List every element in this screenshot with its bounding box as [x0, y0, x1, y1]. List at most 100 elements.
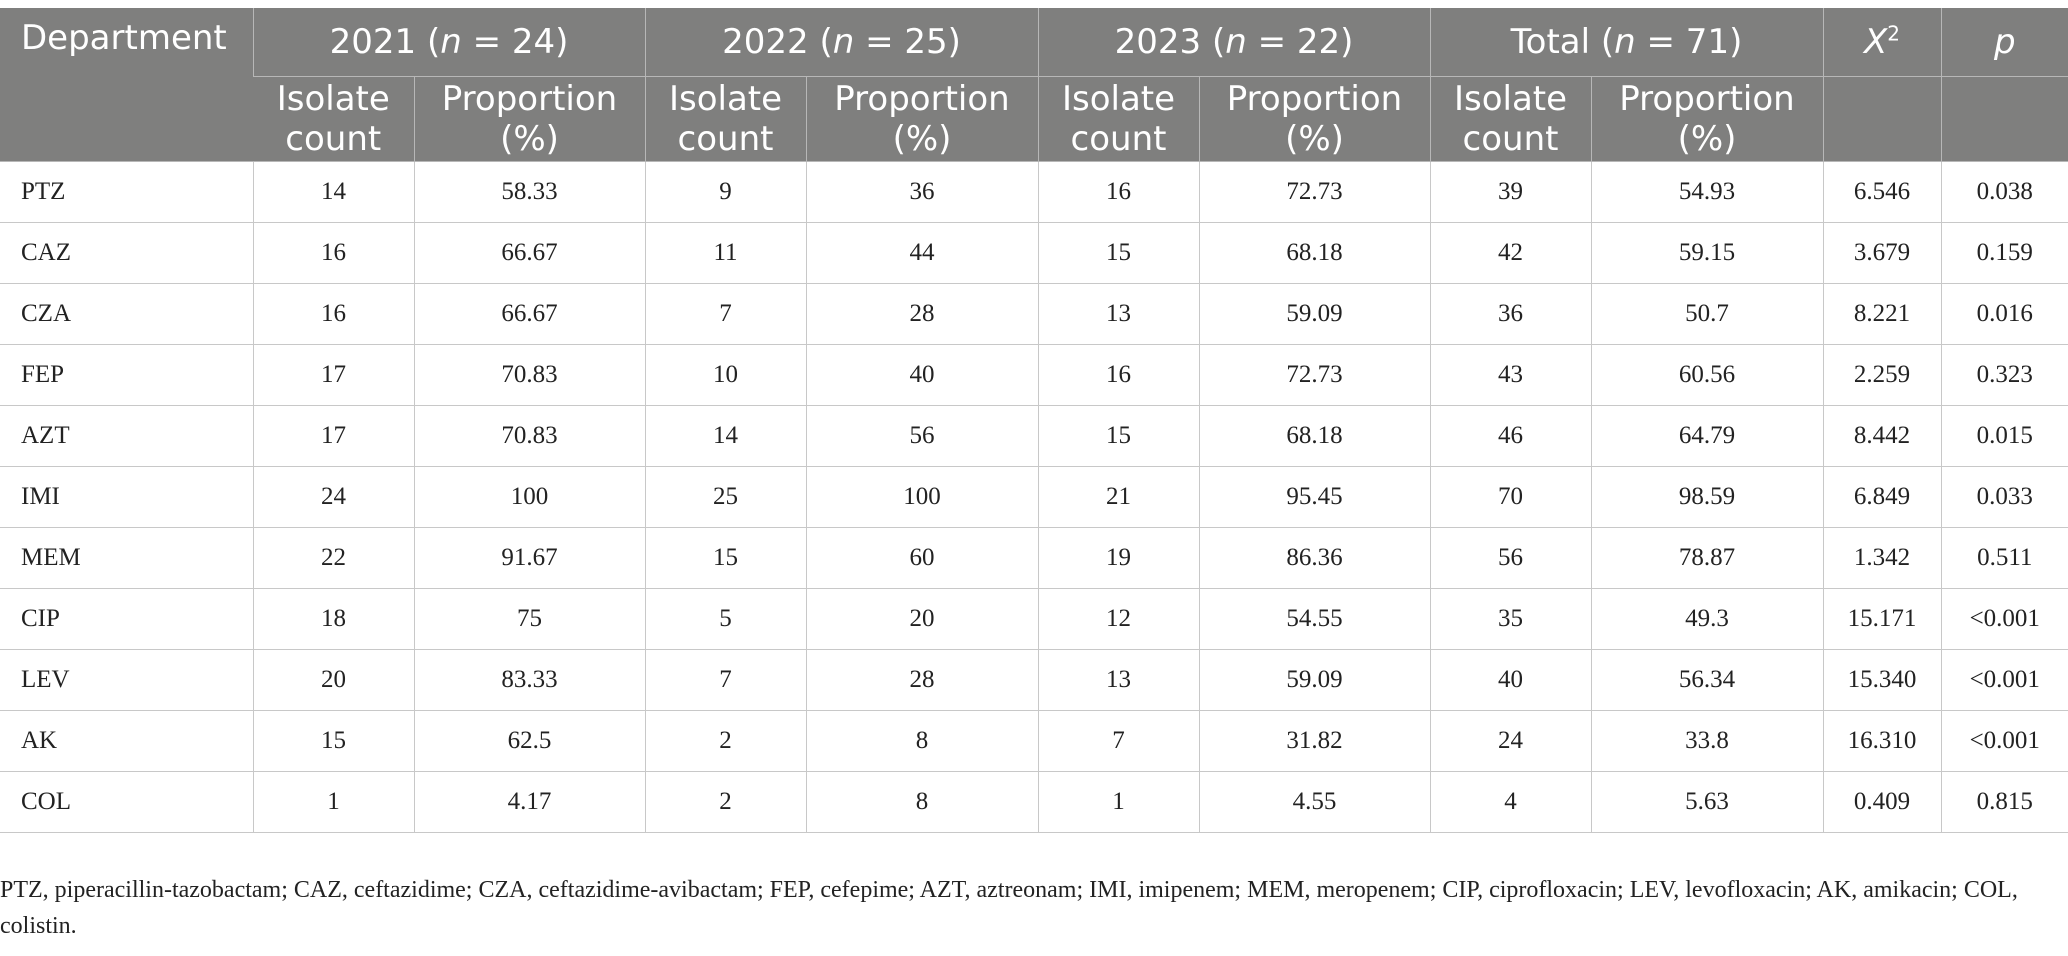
- cell-count-2023: 7: [1037, 710, 1200, 772]
- subheader-isolate-count: Isolate count: [644, 76, 806, 162]
- table-row: IMI 24 100 25 100 21 95.45 70 98.59 6.849 0.033: [0, 466, 2068, 528]
- cell-proportion-2022: 100: [805, 466, 1039, 528]
- header-chi-square: X2: [1822, 8, 1941, 77]
- cell-count-total: 4: [1429, 771, 1592, 833]
- cell-proportion-2021: 70.83: [413, 344, 646, 406]
- cell-proportion-total: 5.63: [1590, 771, 1824, 833]
- cell-proportion-2022: 8: [805, 710, 1039, 772]
- cell-p-value: 0.038: [1940, 161, 2068, 223]
- cell-count-2021: 17: [252, 344, 415, 406]
- cell-count-2023: 16: [1037, 161, 1200, 223]
- cell-proportion-2021: 66.67: [413, 283, 646, 345]
- cell-count-2023: 16: [1037, 344, 1200, 406]
- cell-chi-square: 8.442: [1822, 405, 1942, 467]
- table-row: AZT 17 70.83 14 56 15 68.18 46 64.79 8.442 0.015: [0, 405, 2068, 467]
- table-row: LEV 20 83.33 7 28 13 59.09 40 56.34 15.340 <0.001: [0, 649, 2068, 711]
- subheader-chi-blank: [1822, 76, 1941, 162]
- cell-proportion-2023: 72.73: [1198, 161, 1431, 223]
- cell-chi-square: 15.340: [1822, 649, 1942, 711]
- cell-chi-square: 2.259: [1822, 344, 1942, 406]
- cell-proportion-2023: 68.18: [1198, 222, 1431, 284]
- cell-drug: PTZ: [0, 161, 254, 223]
- table-body: PTZ 14 58.33 9 36 16 72.73 39 54.93 6.546 0.038 CAZ…: [0, 161, 2068, 833]
- cell-proportion-2022: 8: [805, 771, 1039, 833]
- table-row: CIP 18 75 5 20 12 54.55 35 49.3 15.171 <0.001: [0, 588, 2068, 650]
- cell-proportion-2022: 44: [805, 222, 1039, 284]
- cell-count-total: 39: [1429, 161, 1592, 223]
- table-row: COL 1 4.17 2 8 1 4.55 4 5.63 0.409 0.815: [0, 771, 2068, 833]
- cell-p-value: 0.015: [1940, 405, 2068, 467]
- cell-proportion-2022: 28: [805, 649, 1039, 711]
- subheader-proportion: Proportion (%): [805, 76, 1038, 162]
- cell-proportion-2021: 62.5: [413, 710, 646, 772]
- subheader-proportion: Proportion (%): [413, 76, 645, 162]
- cell-proportion-2023: 54.55: [1198, 588, 1431, 650]
- cell-count-2023: 12: [1037, 588, 1200, 650]
- cell-count-2022: 7: [644, 649, 807, 711]
- subheader-isolate-count: Isolate count: [1429, 76, 1591, 162]
- cell-proportion-total: 49.3: [1590, 588, 1824, 650]
- cell-chi-square: 6.546: [1822, 161, 1942, 223]
- cell-chi-square: 6.849: [1822, 466, 1942, 528]
- cell-count-total: 43: [1429, 344, 1592, 406]
- cell-count-2022: 11: [644, 222, 807, 284]
- cell-count-total: 35: [1429, 588, 1592, 650]
- cell-proportion-2023: 68.18: [1198, 405, 1431, 467]
- cell-proportion-2022: 56: [805, 405, 1039, 467]
- cell-count-2022: 5: [644, 588, 807, 650]
- cell-count-total: 24: [1429, 710, 1592, 772]
- cell-chi-square: 15.171: [1822, 588, 1942, 650]
- table-row: PTZ 14 58.33 9 36 16 72.73 39 54.93 6.546 0.038: [0, 161, 2068, 223]
- cell-count-2023: 13: [1037, 283, 1200, 345]
- cell-proportion-2023: 4.55: [1198, 771, 1431, 833]
- cell-count-2021: 14: [252, 161, 415, 223]
- cell-count-2022: 10: [644, 344, 807, 406]
- header-year-2022: 2022 (n = 25): [644, 8, 1038, 77]
- cell-count-2021: 22: [252, 527, 415, 589]
- cell-chi-square: 8.221: [1822, 283, 1942, 345]
- cell-drug: CAZ: [0, 222, 254, 284]
- cell-p-value: <0.001: [1940, 649, 2068, 711]
- cell-proportion-total: 59.15: [1590, 222, 1824, 284]
- table-footnote: PTZ, piperacillin-tazobactam; CAZ, cefta…: [0, 877, 2018, 939]
- header-year-2021: 2021 (n = 24): [252, 8, 645, 77]
- cell-p-value: 0.323: [1940, 344, 2068, 406]
- cell-drug: CZA: [0, 283, 254, 345]
- cell-count-2022: 7: [644, 283, 807, 345]
- cell-count-2023: 15: [1037, 222, 1200, 284]
- table-header: Department 2021 (n = 24) 2022 (n = 25) 2…: [0, 8, 2068, 162]
- cell-proportion-2022: 40: [805, 344, 1039, 406]
- cell-drug: LEV: [0, 649, 254, 711]
- cell-count-2023: 21: [1037, 466, 1200, 528]
- cell-count-2022: 2: [644, 771, 807, 833]
- cell-count-2023: 13: [1037, 649, 1200, 711]
- cell-proportion-2022: 20: [805, 588, 1039, 650]
- cell-count-2021: 15: [252, 710, 415, 772]
- cell-proportion-total: 56.34: [1590, 649, 1824, 711]
- cell-proportion-2023: 72.73: [1198, 344, 1431, 406]
- cell-proportion-2021: 66.67: [413, 222, 646, 284]
- cell-drug: IMI: [0, 466, 254, 528]
- cell-count-total: 42: [1429, 222, 1592, 284]
- subheader-isolate-count: Isolate count: [253, 76, 414, 162]
- cell-proportion-total: 98.59: [1590, 466, 1824, 528]
- cell-count-2021: 16: [252, 222, 415, 284]
- cell-chi-square: 1.342: [1822, 527, 1942, 589]
- cell-count-total: 40: [1429, 649, 1592, 711]
- cell-count-total: 56: [1429, 527, 1592, 589]
- cell-count-2021: 20: [252, 649, 415, 711]
- cell-p-value: 0.511: [1940, 527, 2068, 589]
- subheader-proportion: Proportion (%): [1590, 76, 1823, 162]
- cell-count-2021: 17: [252, 405, 415, 467]
- cell-p-value: 0.033: [1940, 466, 2068, 528]
- cell-proportion-2023: 86.36: [1198, 527, 1431, 589]
- cell-p-value: <0.001: [1940, 710, 2068, 772]
- cell-proportion-total: 54.93: [1590, 161, 1824, 223]
- cell-count-2022: 14: [644, 405, 807, 467]
- cell-count-2022: 15: [644, 527, 807, 589]
- cell-proportion-2023: 59.09: [1198, 283, 1431, 345]
- cell-proportion-total: 78.87: [1590, 527, 1824, 589]
- cell-proportion-total: 60.56: [1590, 344, 1824, 406]
- table-row: FEP 17 70.83 10 40 16 72.73 43 60.56 2.259 0.323: [0, 344, 2068, 406]
- header-total: Total (n = 71): [1429, 8, 1823, 77]
